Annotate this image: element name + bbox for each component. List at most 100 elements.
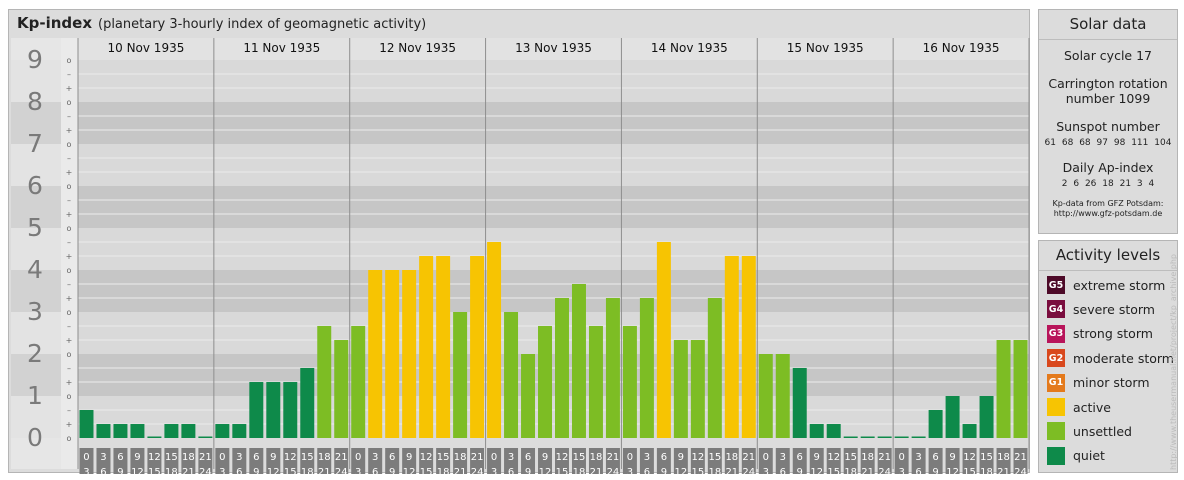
kp-bar-42 [775, 354, 790, 438]
day-label: 11 Nov 1935 [243, 41, 320, 55]
ap-value-5: 21 [1119, 179, 1132, 189]
sunspot-label: Sunspot number [1056, 119, 1160, 134]
kp-band-3 [78, 270, 1029, 312]
interval-start-label: 21 [471, 452, 484, 463]
interval-start-label: 6 [253, 452, 259, 463]
activity-swatch: G1 [1047, 373, 1065, 392]
interval-end-label: 24 [742, 467, 755, 474]
interval-start-label: 15 [980, 452, 993, 463]
y-minor-label: – [67, 196, 71, 205]
y-minor-label: – [67, 406, 71, 415]
y-minor-label: o [67, 182, 72, 191]
y-label-band-2 [11, 312, 61, 354]
time-interval-cell [504, 448, 519, 474]
kp-bar-37 [690, 340, 705, 438]
activity-level-strong-storm: G3 strong storm [1047, 324, 1153, 344]
y-minor-label: – [67, 70, 71, 79]
activity-level-label: quiet [1073, 448, 1105, 464]
interval-end-label: 24 [1014, 467, 1027, 474]
time-interval-cell [453, 448, 468, 474]
sunspot-value-6: 111 [1131, 138, 1149, 148]
interval-end-label: 18 [437, 467, 450, 474]
interval-start-label: 15 [708, 452, 721, 463]
time-interval-cell [130, 448, 145, 474]
chart-subtitle: (planetary 3-hourly index of geomagnetic… [98, 17, 427, 32]
time-interval-cell [928, 448, 943, 474]
interval-end-label: 9 [117, 467, 123, 474]
interval-start-label: 15 [301, 452, 314, 463]
kp-bar-39 [724, 256, 739, 438]
interval-start-label: 21 [878, 452, 891, 463]
kp-bar-32 [605, 298, 620, 438]
kp-band-5 [78, 186, 1029, 228]
sunspot-value-7: 104 [1154, 138, 1172, 148]
interval-start-label: 18 [590, 452, 603, 463]
kp-bar-20 [402, 270, 417, 438]
kp-bar-38 [707, 298, 722, 438]
interval-end-label: 6 [644, 467, 650, 474]
interval-start-label: 9 [542, 452, 548, 463]
interval-end-label: 3 [491, 467, 497, 474]
time-interval-cell [962, 448, 977, 474]
y-minor-label: + [66, 84, 73, 93]
interval-end-label: 3 [83, 467, 89, 474]
kp-bar-27 [521, 354, 536, 438]
interval-end-label: 18 [573, 467, 586, 474]
kp-bar-46 [843, 436, 858, 438]
day-header-band [78, 38, 1029, 60]
interval-end-label: 21 [454, 467, 467, 474]
kp-bar-41 [758, 354, 773, 438]
interval-end-label: 3 [898, 467, 904, 474]
activity-level-moderate-storm: G2 moderate storm [1047, 348, 1174, 368]
kp-bar-15 [317, 325, 332, 438]
interval-start-label: 18 [182, 452, 195, 463]
kp-bar-17 [351, 325, 366, 438]
interval-end-label: 21 [725, 467, 738, 474]
interval-end-label: 18 [844, 467, 857, 474]
interval-start-label: 9 [406, 452, 412, 463]
time-interval-cell [639, 448, 654, 474]
interval-start-label: 15 [165, 452, 178, 463]
ap-index-label: Daily Ap-index [1062, 160, 1154, 175]
y-label-band-6 [11, 144, 61, 186]
sunspot-value-1: 61 [1044, 138, 1056, 148]
kp-bar-33 [622, 325, 637, 438]
time-interval-cell [215, 448, 230, 474]
time-interval-cell [877, 448, 892, 474]
interval-start-label: 9 [270, 452, 276, 463]
time-interval-cell [164, 448, 179, 474]
day-label: 12 Nov 1935 [379, 41, 456, 55]
y-minor-label: + [66, 378, 73, 387]
kp-band-7 [78, 102, 1029, 144]
time-interval-cell [996, 448, 1011, 474]
time-interval-cell [741, 448, 756, 474]
activity-swatch [1047, 446, 1065, 465]
interval-end-label: 24 [607, 467, 620, 474]
kp-bar-36 [673, 340, 688, 438]
kp-bar-11 [249, 382, 264, 438]
time-interval-cell [470, 448, 485, 474]
kp-bar-51 [928, 409, 943, 438]
time-interval-cell [351, 448, 366, 474]
time-interval-cell [249, 448, 264, 474]
interval-start-label: 21 [1014, 452, 1027, 463]
interval-start-label: 9 [678, 452, 684, 463]
y-minor-label: – [67, 238, 71, 247]
y-minor-label: o [67, 308, 72, 317]
y-minor-label: o [67, 434, 72, 443]
time-interval-cell [79, 448, 94, 474]
ap-value-6: 3 [1136, 179, 1143, 189]
time-interval-cell [181, 448, 196, 474]
kp-bar-49 [894, 436, 909, 438]
interval-end-label: 6 [100, 467, 106, 474]
source-watermark: http://www.theusermanual.net/project/kp_… [1169, 253, 1178, 470]
interval-end-label: 3 [763, 467, 769, 474]
y-label-band-5 [11, 186, 61, 228]
credit-link[interactable]: http://www.gfz-potsdam.de [1053, 209, 1163, 218]
ap-value-4: 18 [1102, 179, 1114, 189]
interval-start-label: 21 [335, 452, 348, 463]
activity-level-active: active [1047, 397, 1111, 417]
kp-bar-19 [385, 270, 400, 438]
y-tick-label: 1 [27, 381, 43, 410]
interval-end-label: 12 [946, 467, 959, 474]
